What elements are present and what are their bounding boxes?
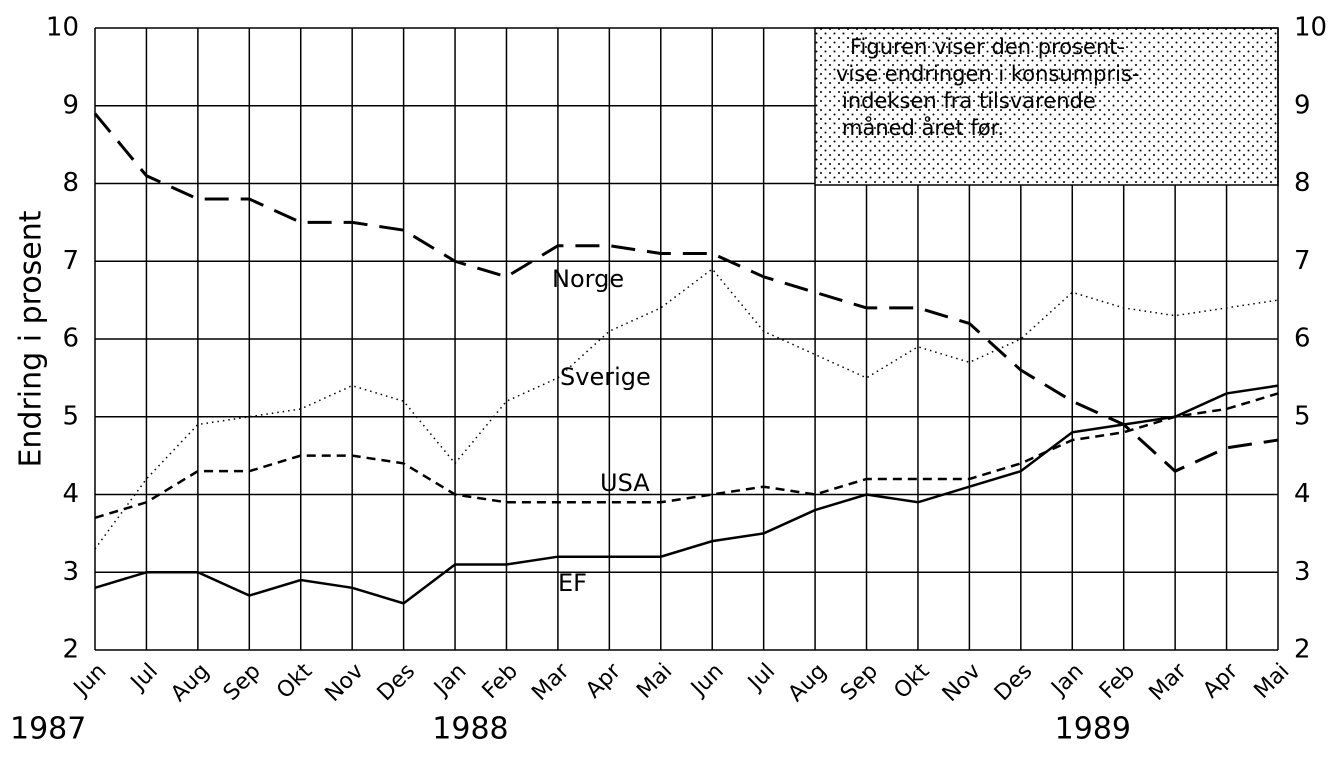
x-tick-label: Nov <box>938 659 986 707</box>
year-label: 1988 <box>432 712 508 747</box>
series-label: Norge <box>552 265 624 293</box>
x-tick-label: Jan <box>428 659 471 702</box>
y-tick-label-right: 4 <box>1294 479 1311 509</box>
x-tick-label: Feb <box>478 659 523 704</box>
annotation-text: vise endringen i konsumpris- <box>836 62 1139 86</box>
y-tick-label: 6 <box>62 324 79 354</box>
y-tick-label-right: 3 <box>1294 557 1311 587</box>
y-tick-label: 2 <box>62 635 79 665</box>
x-tick-label: Sep <box>219 659 266 706</box>
x-tick-label: Sep <box>836 659 883 706</box>
year-label: 1987 <box>10 712 86 747</box>
y-tick-label-right: 8 <box>1294 168 1311 198</box>
series-line <box>94 392 1279 520</box>
y-axis-label: Endring i prosent <box>14 210 49 467</box>
series-line <box>94 384 1279 605</box>
x-tick-label: Mai <box>1250 659 1295 704</box>
y-tick-label-right: 2 <box>1294 635 1311 665</box>
series-label: USA <box>600 469 650 497</box>
y-tick-label: 10 <box>46 13 79 43</box>
x-tick-label: Des <box>990 659 1037 706</box>
x-tick-label: Jul <box>742 659 780 697</box>
series-label: EF <box>558 569 587 597</box>
x-tick-label: Jun <box>68 659 111 702</box>
y-tick-label-right: 9 <box>1294 90 1311 120</box>
x-tick-label: Des <box>373 659 420 706</box>
x-tick-label: Okt <box>272 659 317 704</box>
series-label: Sverige <box>560 363 651 391</box>
y-tick-label: 4 <box>62 479 79 509</box>
y-tick-label: 8 <box>62 168 79 198</box>
x-tick-label: Aug <box>784 659 832 707</box>
x-tick-label: Jan <box>1046 659 1089 702</box>
y-tick-label-right: 6 <box>1294 324 1311 354</box>
annotation-text: indeksen fra tilsvarende <box>842 89 1096 113</box>
x-tick-label: Apr <box>581 658 626 703</box>
series-line <box>94 267 1279 550</box>
x-tick-label: Jul <box>125 659 163 697</box>
y-tick-label: 5 <box>62 401 79 431</box>
x-tick-label: Jun <box>685 659 728 702</box>
x-tick-label: Feb <box>1095 659 1140 704</box>
year-label: 1989 <box>1055 712 1131 747</box>
annotation-box <box>814 27 1279 186</box>
y-tick-label: 3 <box>62 557 79 587</box>
series-line <box>93 112 1279 473</box>
x-tick-label: Mai <box>632 659 677 704</box>
y-tick-label: 7 <box>62 246 79 276</box>
x-tick-label: Nov <box>321 659 369 707</box>
x-tick-label: Mar <box>1145 658 1193 706</box>
x-tick-label: Aug <box>166 659 214 707</box>
y-tick-label-right: 5 <box>1294 401 1311 431</box>
annotation-text: måned året før. <box>842 115 1004 140</box>
x-tick-label: Okt <box>889 659 934 704</box>
x-tick-label: Apr <box>1198 658 1243 703</box>
y-tick-label: 9 <box>62 90 79 120</box>
x-tick-label: Mar <box>527 658 575 706</box>
y-tick-label-right: 7 <box>1294 246 1311 276</box>
annotation-text: Figuren viser den prosent- <box>850 35 1125 59</box>
y-tick-label-right: 10 <box>1294 13 1327 43</box>
